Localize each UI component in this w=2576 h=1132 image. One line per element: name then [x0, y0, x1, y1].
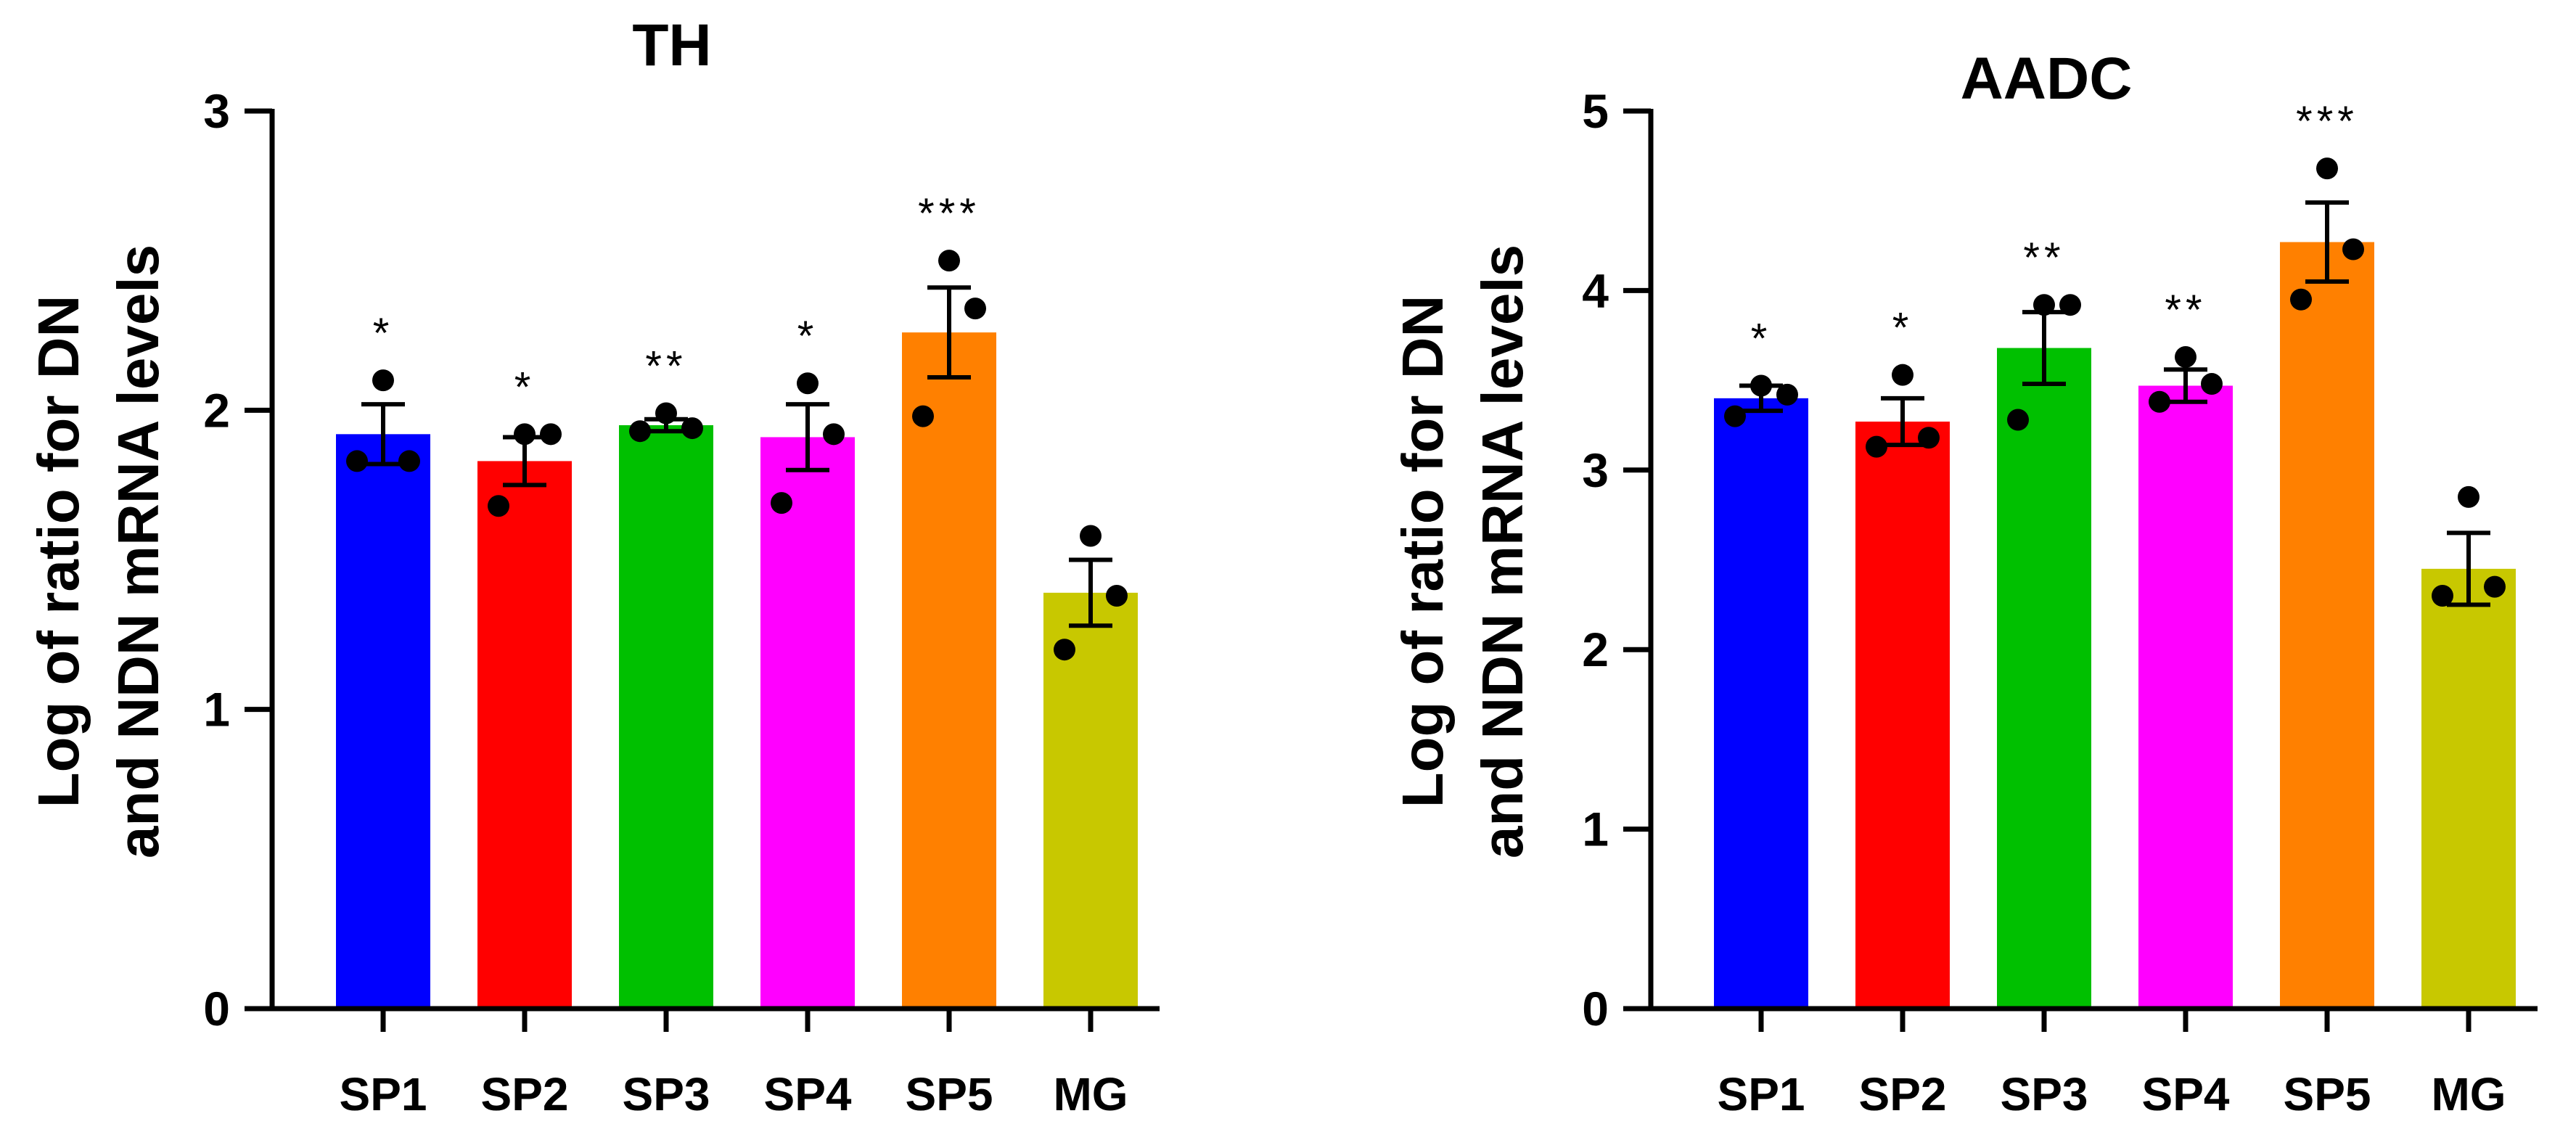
data-point: [1724, 405, 1746, 427]
data-point: [2432, 584, 2453, 607]
significance-marker: **: [2023, 234, 2064, 282]
data-point: [938, 250, 960, 272]
y-tick-label: 3: [1582, 443, 1609, 497]
data-point: [2484, 575, 2506, 598]
data-point: [912, 405, 934, 427]
significance-marker: *: [797, 313, 819, 360]
data-point: [964, 298, 986, 320]
x-tick-label: SP3: [2001, 1068, 2088, 1120]
bar-sp4: [2138, 385, 2233, 1009]
data-point: [2316, 157, 2338, 180]
data-point: [540, 423, 562, 446]
x-tick-label: MG: [2431, 1068, 2506, 1120]
y-axis-label-line-1: Log of ratio for DN: [26, 295, 91, 808]
data-point: [2175, 345, 2196, 368]
x-tick-label: SP5: [2284, 1068, 2371, 1120]
data-point: [2290, 288, 2312, 311]
data-point: [1106, 584, 1128, 607]
bar-sp3: [619, 424, 713, 1009]
x-tick-label: SP2: [1859, 1068, 1947, 1120]
data-point: [1866, 435, 1887, 458]
x-tick-label: MG: [1053, 1068, 1128, 1120]
data-point: [1750, 374, 1772, 397]
data-point: [629, 420, 651, 443]
significance-marker: *: [373, 310, 394, 357]
data-point: [1776, 383, 1798, 406]
bar-sp2: [477, 461, 572, 1009]
y-axis-label-line-2: and NDN mRNA levels: [1470, 245, 1535, 858]
data-point: [2007, 409, 2029, 431]
y-tick-label: 2: [1582, 623, 1609, 676]
significance-marker: *: [1751, 316, 1772, 363]
data-point: [2149, 390, 2170, 413]
data-point: [681, 417, 703, 440]
y-tick-label: 1: [203, 683, 230, 737]
bar-mg: [2421, 568, 2516, 1009]
chart-th: TH Log of ratio for DN and NDN mRNA leve…: [26, 12, 1160, 1120]
data-point: [1054, 639, 1075, 661]
significance-marker: *: [514, 364, 536, 411]
bar-sp4: [760, 437, 855, 1009]
y-tick-label: 0: [203, 982, 230, 1035]
data-point: [2033, 294, 2055, 316]
x-tick-label: SP4: [2142, 1068, 2230, 1120]
y-tick-label: 2: [203, 383, 230, 437]
y-axis-label-line-2: and NDN mRNA levels: [106, 245, 171, 858]
data-point: [1892, 364, 1913, 386]
data-point: [823, 423, 845, 446]
significance-marker: *: [1892, 305, 1913, 352]
data-point: [398, 450, 420, 472]
significance-marker: ***: [918, 190, 980, 237]
bar-sp1: [336, 434, 430, 1009]
data-point: [1080, 525, 1102, 547]
data-point: [655, 402, 677, 424]
y-tick-label: 5: [1582, 84, 1609, 138]
x-tick-label: SP5: [906, 1068, 993, 1120]
data-point: [797, 372, 819, 395]
data-point: [2342, 238, 2364, 261]
data-point: [2201, 373, 2223, 395]
y-tick-label: 0: [1582, 982, 1609, 1035]
x-tick-label: SP1: [1718, 1068, 1805, 1120]
bar-sp1: [1714, 398, 1808, 1009]
chart-aadc: AADC Log of ratio for DN and NDN mRNA le…: [1390, 46, 2538, 1120]
data-point: [488, 495, 509, 517]
x-tick-label: SP4: [764, 1068, 852, 1120]
y-tick-label: 1: [1582, 803, 1609, 856]
y-axis-label-line-1: Log of ratio for DN: [1390, 295, 1455, 808]
x-tick-label: SP3: [623, 1068, 710, 1120]
bar-sp5: [902, 332, 996, 1009]
data-point: [372, 369, 394, 392]
bar-mg: [1043, 592, 1138, 1009]
data-point: [1918, 427, 1940, 449]
data-point: [346, 450, 368, 472]
bar-sp2: [1855, 422, 1950, 1009]
significance-marker: **: [645, 343, 686, 390]
significance-marker: ***: [2296, 98, 2358, 145]
data-point: [771, 492, 792, 514]
significance-marker: **: [2165, 287, 2206, 334]
chart-title: TH: [632, 12, 711, 78]
y-tick-label: 4: [1582, 263, 1609, 317]
x-tick-label: SP1: [340, 1068, 427, 1120]
data-point: [2458, 485, 2479, 508]
y-tick-label: 3: [203, 84, 230, 138]
bar-sp5: [2280, 242, 2374, 1009]
x-tick-label: SP2: [481, 1068, 569, 1120]
bar-sp3: [1997, 348, 2091, 1009]
data-point: [2059, 294, 2081, 316]
data-point: [514, 423, 536, 446]
chart-title: AADC: [1961, 46, 2133, 112]
